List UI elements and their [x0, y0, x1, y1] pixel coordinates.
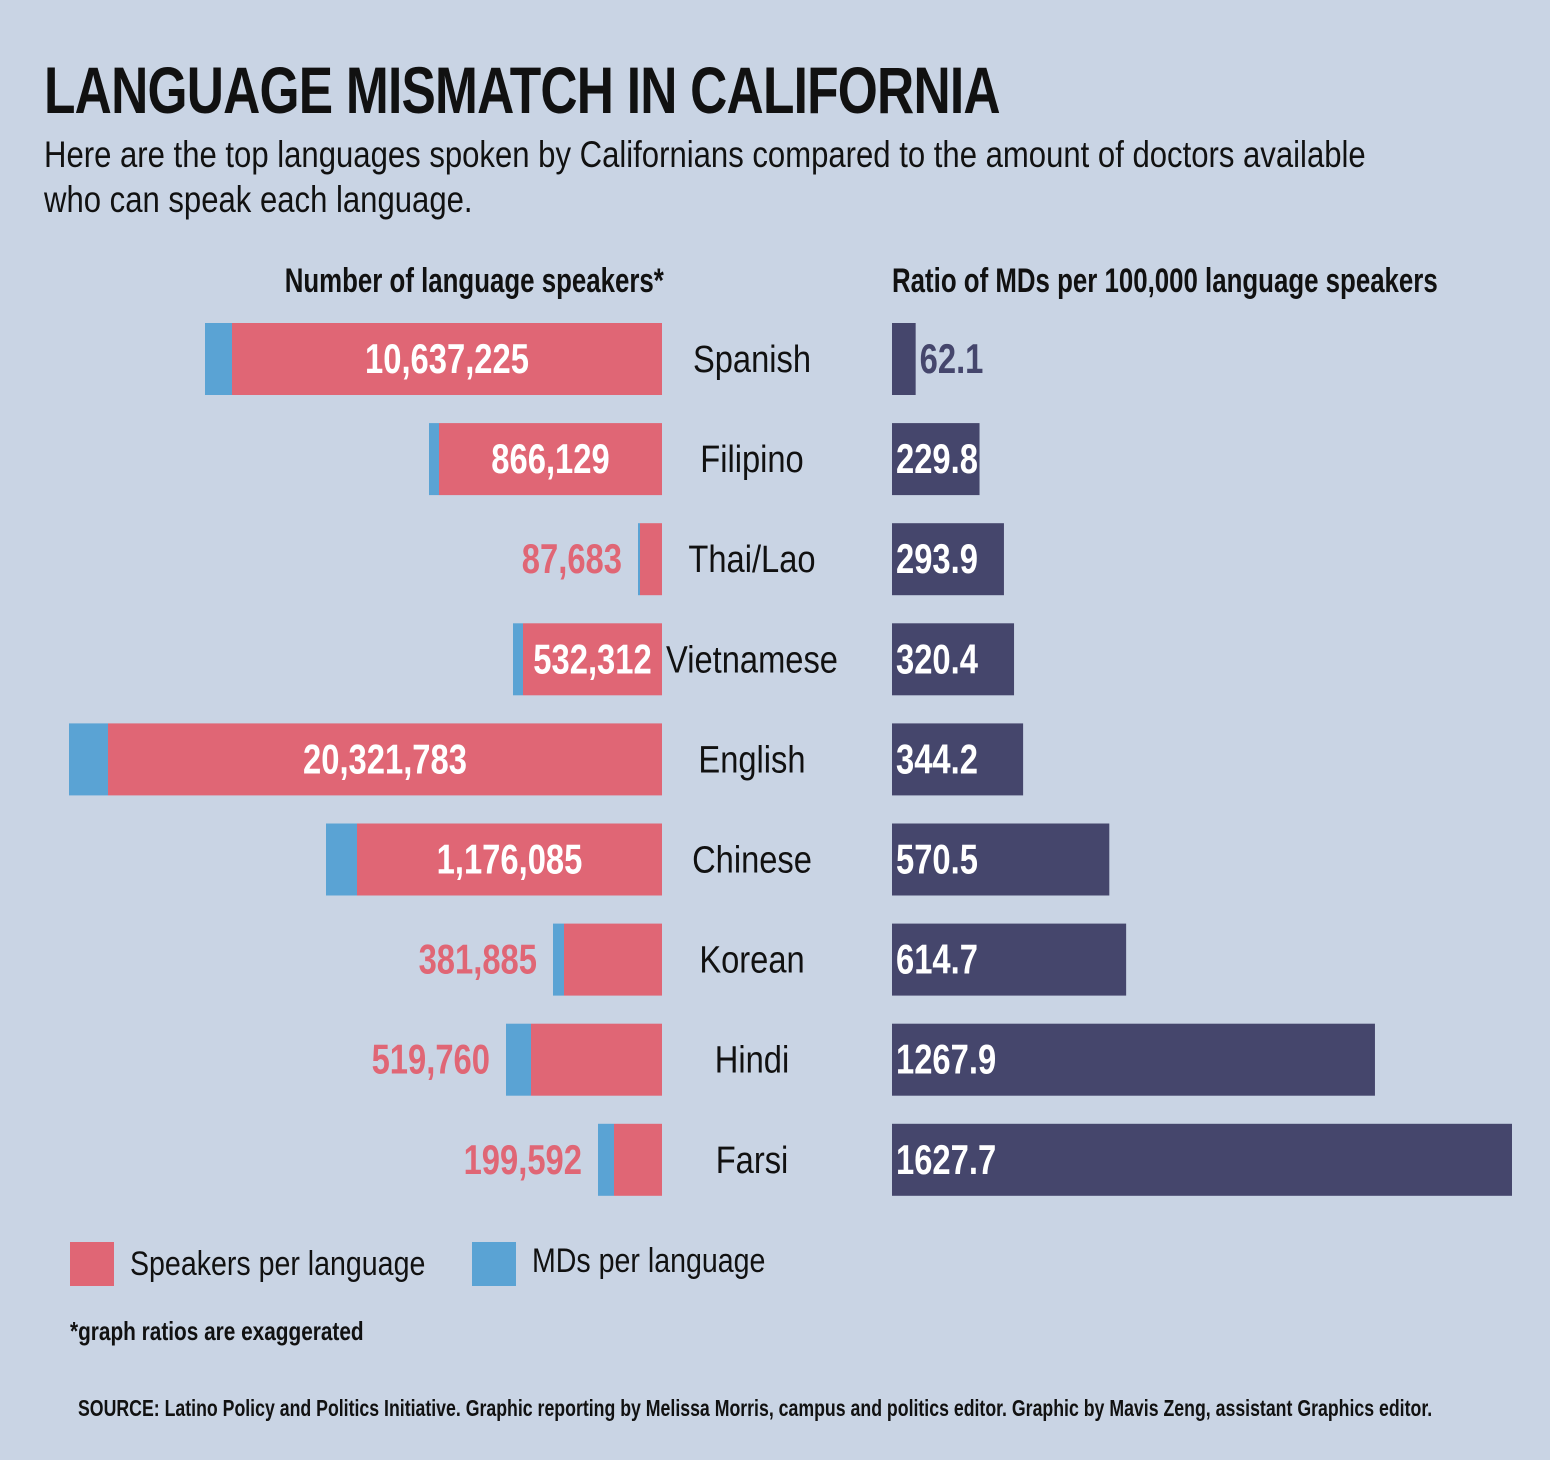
- language-label-english: English: [698, 738, 805, 781]
- ratio-value-hindi: 1267.9: [896, 1036, 996, 1083]
- ratio-value-english: 344.2: [896, 735, 978, 782]
- speakers-value-chinese: 1,176,085: [437, 836, 583, 883]
- speakers-bar-thai-lao: [640, 523, 662, 596]
- source-credit: SOURCE: Latino Policy and Politics Initi…: [78, 1395, 1433, 1421]
- speakers-bar-english: [108, 723, 662, 796]
- speakers-bar-filipino: [439, 423, 662, 496]
- ratio-value-korean: 614.7: [896, 936, 978, 983]
- speakers-value-filipino: 866,129: [491, 435, 609, 482]
- speakers-value-thai-lao: 87,683: [522, 535, 622, 582]
- language-label-vietnamese: Vietnamese: [666, 638, 838, 681]
- ratio-bar-hindi: [892, 1023, 1375, 1096]
- ratio-value-spanish: 62.1: [920, 335, 984, 382]
- speakers-bar-hindi: [531, 1023, 662, 1096]
- speakers-value-korean: 381,885: [419, 936, 537, 983]
- speakers-bar-korean: [564, 923, 662, 996]
- chart-title: LANGUAGE MISMATCH IN CALIFORNIA: [44, 53, 1001, 127]
- speakers-bar-vietnamese: [523, 623, 662, 696]
- mds-bar-korean: [553, 923, 564, 996]
- speakers-value-farsi: 199,592: [464, 1136, 582, 1183]
- mds-bar-spanish: [205, 323, 232, 395]
- language-label-farsi: Farsi: [716, 1138, 789, 1181]
- right-column-title: Ratio of MDs per 100,000 language speake…: [892, 262, 1438, 300]
- footnote: *graph ratios are exaggerated: [70, 1316, 364, 1346]
- language-label-thai-lao: Thai/Lao: [688, 538, 815, 581]
- language-label-spanish: Spanish: [693, 338, 811, 381]
- speakers-value-vietnamese: 532,312: [533, 635, 651, 682]
- ratio-bar-filipino: [892, 423, 980, 496]
- chart-subtitle: Here are the top languages spoken by Cal…: [44, 134, 1366, 220]
- speakers-value-english: 20,321,783: [303, 735, 467, 782]
- left-column-title: Number of language speakers*: [284, 262, 664, 300]
- mds-bar-hindi: [506, 1023, 531, 1096]
- language-label-hindi: Hindi: [715, 1038, 789, 1081]
- mds-bar-farsi: [598, 1123, 614, 1196]
- language-label-chinese: Chinese: [692, 838, 812, 881]
- ratio-value-vietnamese: 320.4: [896, 635, 978, 682]
- speakers-value-hindi: 519,760: [372, 1036, 490, 1083]
- ratio-bar-spanish: [892, 323, 916, 395]
- mds-bar-english: [69, 723, 108, 796]
- language-label-korean: Korean: [699, 938, 804, 981]
- mds-bar-filipino: [429, 423, 439, 496]
- ratio-value-farsi: 1627.7: [896, 1136, 996, 1183]
- ratio-bar-thai-lao: [892, 523, 1004, 596]
- ratio-bar-korean: [892, 923, 1127, 996]
- ratio-bar-chinese: [892, 823, 1110, 896]
- legend-label-mds: MDs per language: [532, 1242, 766, 1280]
- mds-bar-thai-lao: [638, 523, 640, 596]
- ratio-value-filipino: 229.8: [896, 435, 978, 482]
- language-label-filipino: Filipino: [700, 438, 803, 481]
- speakers-bar-farsi: [614, 1123, 662, 1196]
- ratio-bar-vietnamese: [892, 623, 1015, 696]
- legend-swatch-mds: [472, 1242, 516, 1286]
- speakers-bar-chinese: [357, 823, 662, 896]
- ratio-value-chinese: 570.5: [896, 836, 978, 883]
- ratio-bar-farsi: [892, 1123, 1512, 1196]
- mds-bar-vietnamese: [513, 623, 523, 696]
- speakers-bar-spanish: [232, 323, 662, 395]
- ratio-value-thai-lao: 293.9: [896, 535, 978, 582]
- ratio-bar-english: [892, 723, 1024, 796]
- mds-bar-chinese: [326, 823, 357, 896]
- legend-label-speakers: Speakers per language: [130, 1245, 426, 1283]
- speakers-value-spanish: 10,637,225: [365, 335, 529, 382]
- legend-swatch-speakers: [70, 1242, 114, 1286]
